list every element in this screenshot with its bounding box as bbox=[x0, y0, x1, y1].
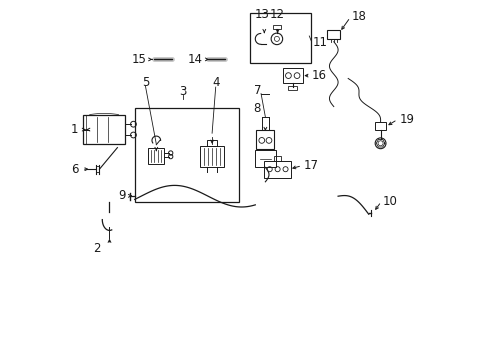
Text: 16: 16 bbox=[311, 69, 326, 82]
Text: 7: 7 bbox=[253, 84, 261, 97]
Text: 18: 18 bbox=[351, 10, 366, 23]
Bar bbox=[273, 156, 281, 161]
Text: 11: 11 bbox=[312, 36, 327, 49]
Text: 2: 2 bbox=[93, 242, 101, 255]
Bar bbox=[249, 13, 310, 63]
Text: 14: 14 bbox=[187, 53, 202, 66]
Text: 9: 9 bbox=[118, 189, 125, 202]
Text: 5: 5 bbox=[142, 76, 149, 89]
Text: 17: 17 bbox=[303, 159, 318, 172]
Bar bbox=[206, 140, 217, 146]
Bar bbox=[272, 25, 281, 29]
Bar bbox=[256, 130, 274, 149]
Bar bbox=[282, 68, 302, 83]
Bar bbox=[264, 161, 290, 178]
Bar bbox=[83, 115, 124, 144]
Text: 1: 1 bbox=[71, 123, 78, 136]
Text: 19: 19 bbox=[399, 113, 413, 126]
Bar bbox=[254, 150, 276, 167]
Text: 13: 13 bbox=[254, 8, 269, 21]
Text: 4: 4 bbox=[211, 76, 219, 89]
Text: 12: 12 bbox=[269, 8, 285, 21]
Text: 6: 6 bbox=[71, 163, 79, 176]
Bar bbox=[148, 148, 164, 164]
Bar bbox=[326, 30, 340, 39]
Text: 3: 3 bbox=[179, 85, 186, 98]
Text: 8: 8 bbox=[253, 102, 261, 114]
Text: 10: 10 bbox=[382, 195, 397, 208]
Bar bbox=[288, 86, 296, 90]
Text: 15: 15 bbox=[131, 53, 146, 66]
Bar bbox=[200, 146, 224, 167]
Bar bbox=[374, 122, 385, 130]
Bar bbox=[134, 108, 239, 202]
